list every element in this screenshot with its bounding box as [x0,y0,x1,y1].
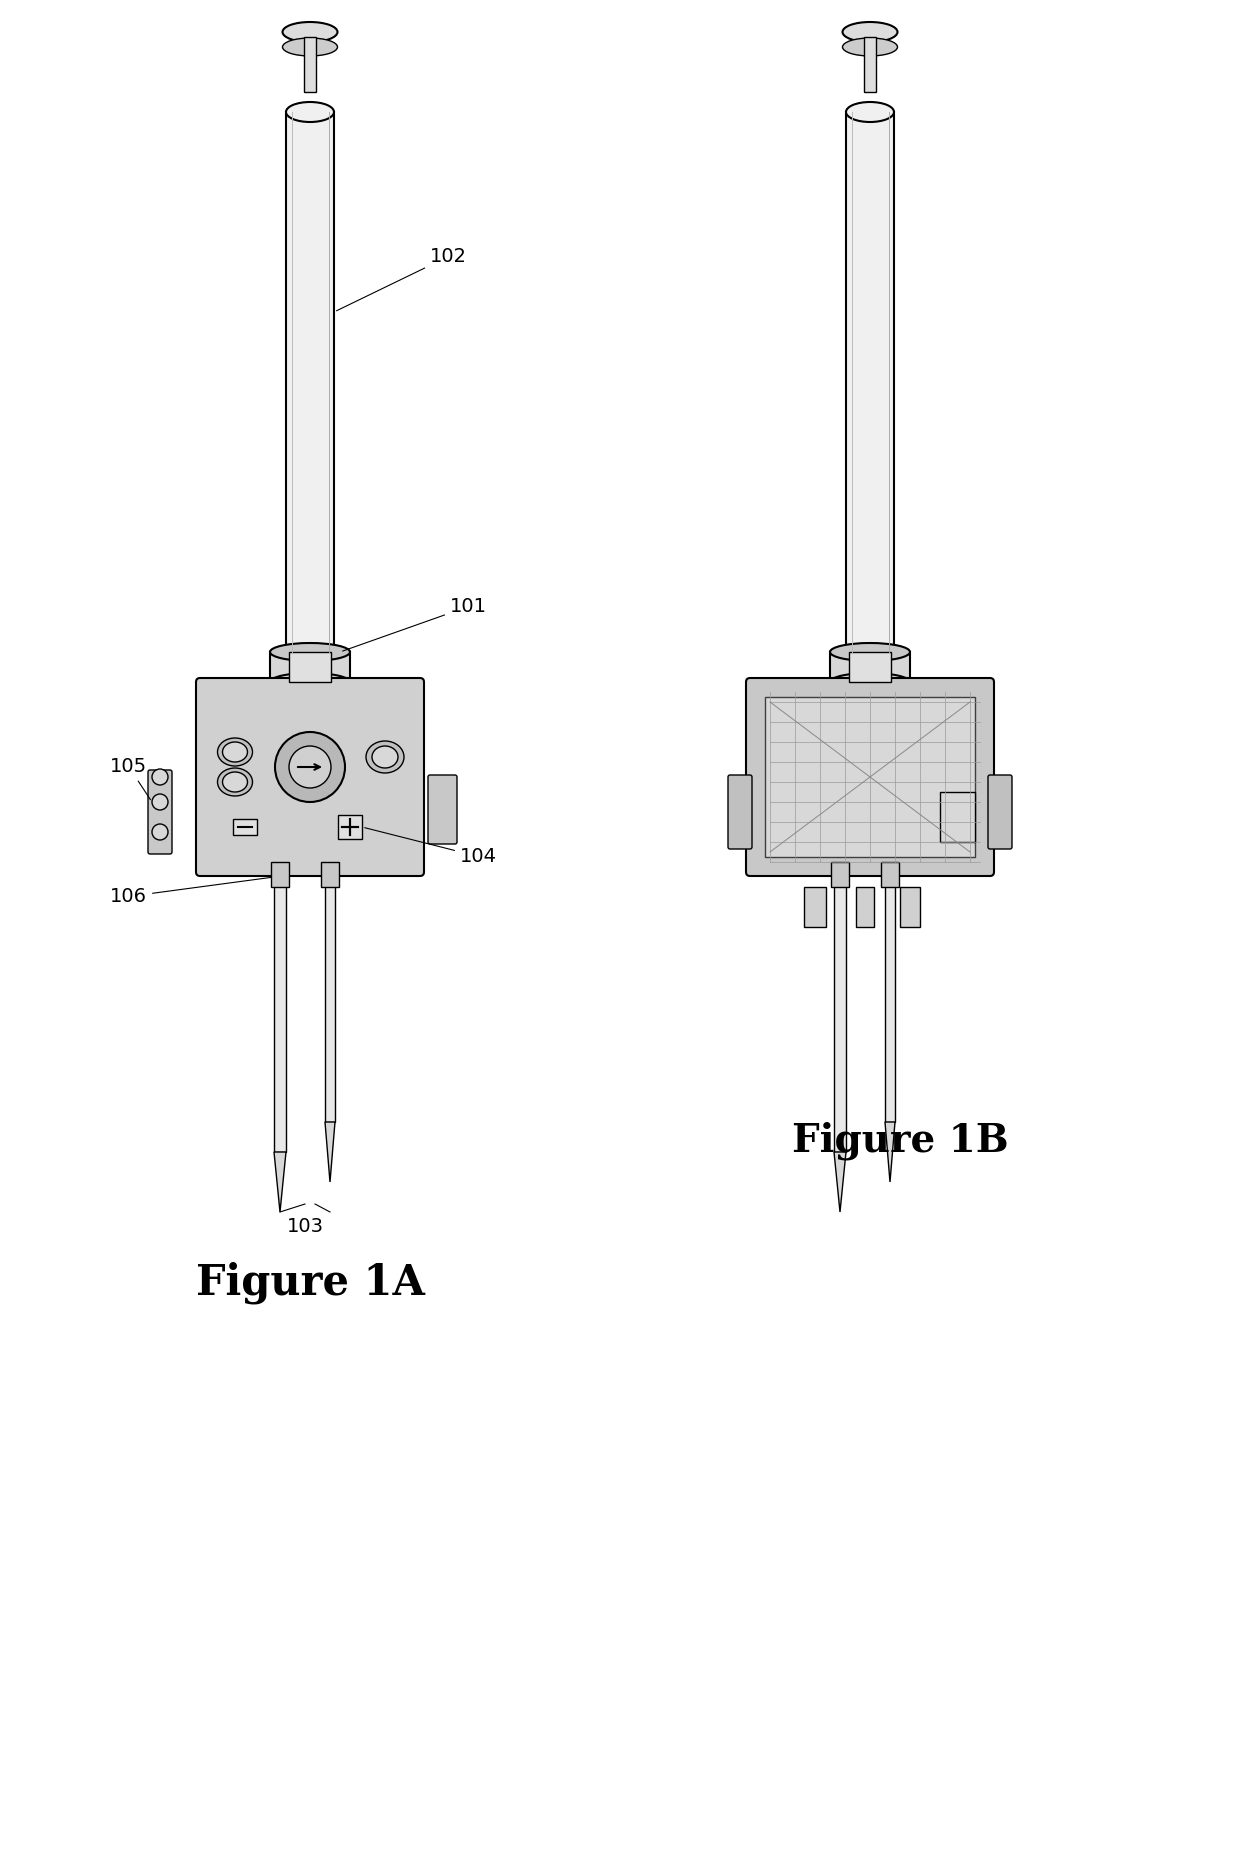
Bar [765,696,975,857]
Bar [270,652,350,682]
FancyBboxPatch shape [746,678,994,876]
Ellipse shape [842,22,898,43]
Bar [885,872,895,1122]
Bar [274,872,286,1152]
Ellipse shape [372,746,398,769]
Circle shape [289,746,331,787]
FancyBboxPatch shape [988,774,1012,848]
Ellipse shape [222,743,248,761]
Bar [856,887,874,928]
Circle shape [275,732,345,802]
Text: 103: 103 [286,1217,324,1235]
Bar [830,652,910,682]
Ellipse shape [846,102,894,122]
Bar [804,887,826,928]
Ellipse shape [846,644,894,659]
Circle shape [153,824,167,841]
Ellipse shape [830,643,910,661]
FancyBboxPatch shape [728,774,751,848]
Bar [304,37,316,93]
Text: 106: 106 [110,878,272,906]
Ellipse shape [217,769,253,796]
Bar [831,861,849,887]
Bar [900,887,920,928]
Bar [864,37,875,93]
Bar [835,872,846,1152]
FancyBboxPatch shape [196,678,424,876]
Ellipse shape [222,772,248,793]
Circle shape [153,769,167,785]
Text: 102: 102 [336,246,467,311]
Circle shape [153,795,167,809]
Text: 105: 105 [110,757,150,800]
Ellipse shape [286,102,334,122]
Polygon shape [835,1152,846,1211]
Ellipse shape [842,39,898,56]
Ellipse shape [270,672,350,691]
FancyBboxPatch shape [428,774,458,845]
Bar [849,652,892,682]
Text: Figure 1A: Figure 1A [196,1261,424,1304]
Ellipse shape [286,644,334,659]
Ellipse shape [366,741,404,772]
Ellipse shape [283,22,337,43]
Bar [321,861,339,887]
Bar [339,815,362,839]
Polygon shape [274,1152,286,1211]
Ellipse shape [270,643,350,661]
Bar [289,652,331,682]
Ellipse shape [217,737,253,767]
Ellipse shape [830,672,910,691]
FancyBboxPatch shape [148,770,172,854]
Polygon shape [885,1122,895,1182]
Text: 104: 104 [365,828,497,867]
Text: Figure 1B: Figure 1B [791,1122,1008,1161]
Bar [233,819,257,835]
Bar [272,861,289,887]
Polygon shape [325,1122,335,1182]
Bar [880,861,899,887]
Bar [940,793,975,843]
Ellipse shape [283,39,337,56]
Bar [286,111,334,652]
Bar [846,111,894,652]
Text: 101: 101 [342,596,487,652]
Bar [325,872,335,1122]
